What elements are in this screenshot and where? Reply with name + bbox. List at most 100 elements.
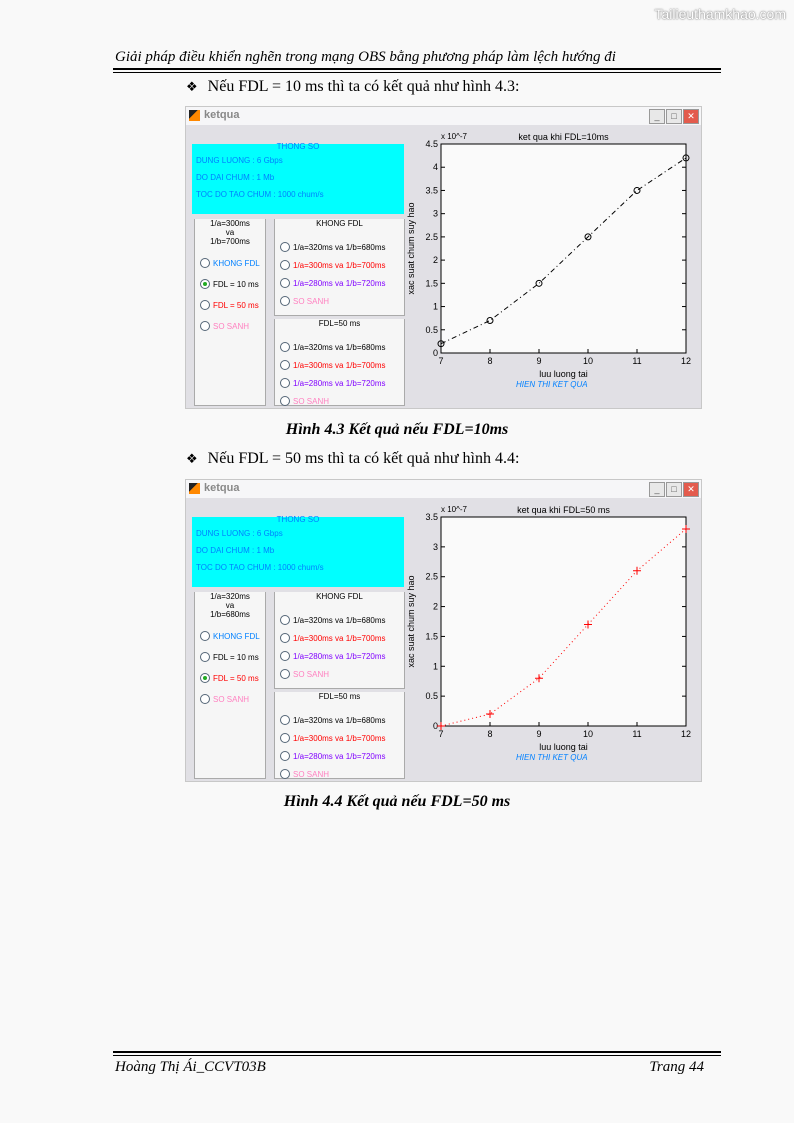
radio-button[interactable] bbox=[200, 321, 210, 331]
radio-button[interactable] bbox=[280, 769, 290, 779]
param-line: TOC DO TAO CHUM : 1000 chum/s bbox=[196, 563, 324, 572]
close-button[interactable]: ✕ bbox=[683, 482, 699, 497]
radio-label: SO SANH bbox=[213, 321, 250, 331]
radio-option[interactable]: 1/a=320ms va 1/b=680ms bbox=[280, 242, 386, 252]
radio-option[interactable]: 1/a=300ms va 1/b=700ms bbox=[280, 633, 386, 643]
radio-option[interactable]: SO SANH bbox=[280, 769, 329, 779]
header-rule-thin bbox=[113, 72, 721, 73]
radio-option[interactable]: 1/a=280ms va 1/b=720ms bbox=[280, 378, 386, 388]
y-multiplier: x 10^-7 bbox=[441, 132, 468, 141]
x-tick-label: 11 bbox=[632, 356, 641, 366]
radio-label: 1/a=280ms va 1/b=720ms bbox=[293, 278, 386, 288]
maximize-button[interactable]: □ bbox=[666, 482, 682, 497]
radio-button[interactable] bbox=[280, 751, 290, 761]
data-point bbox=[584, 233, 592, 241]
radio-button[interactable] bbox=[200, 652, 210, 662]
y-axis-label: xac suat chum suy hao bbox=[406, 202, 416, 294]
radio-option[interactable]: 1/a=280ms va 1/b=720ms bbox=[280, 751, 386, 761]
radio-label: 1/a=300ms va 1/b=700ms bbox=[293, 360, 386, 370]
close-button[interactable]: ✕ bbox=[683, 109, 699, 124]
radio-label: 1/a=280ms va 1/b=720ms bbox=[293, 651, 386, 661]
radio-button[interactable] bbox=[280, 633, 290, 643]
matlab-icon bbox=[189, 110, 200, 121]
radio-option[interactable]: SO SANH bbox=[280, 669, 329, 679]
chart: ket qua khi FDL=10ms luu luong tai xac sua… bbox=[406, 132, 691, 379]
x-tick-label: 12 bbox=[681, 356, 691, 366]
radio-button[interactable] bbox=[200, 673, 210, 683]
radio-button[interactable] bbox=[280, 342, 290, 352]
x-tick-label: 9 bbox=[536, 729, 541, 739]
fdl50-group: FDL=50 ms 1/a=320ms va 1/b=680ms 1/a=300ms… bbox=[274, 692, 405, 779]
radio-button[interactable] bbox=[280, 669, 290, 679]
matlab-icon bbox=[189, 483, 200, 494]
title-bar: ketqua _ □ ✕ bbox=[186, 480, 701, 498]
watermark: Tailieuthamkhao.com bbox=[654, 6, 786, 22]
radio-button[interactable] bbox=[200, 258, 210, 268]
minimize-button[interactable]: _ bbox=[649, 109, 665, 124]
radio-option[interactable]: FDL = 50 ms bbox=[200, 300, 259, 310]
radio-option[interactable]: 1/a=280ms va 1/b=720ms bbox=[280, 278, 386, 288]
radio-button[interactable] bbox=[200, 694, 210, 704]
param-line: DO DAI CHUM : 1 Mb bbox=[196, 173, 275, 182]
y-tick-label: 0.5 bbox=[425, 691, 438, 701]
y-tick-label: 2 bbox=[433, 255, 438, 265]
y-tick-label: 1 bbox=[433, 661, 438, 671]
radio-option[interactable]: SO SANH bbox=[200, 694, 249, 704]
radio-button[interactable] bbox=[280, 733, 290, 743]
data-point bbox=[535, 279, 543, 287]
radio-button[interactable] bbox=[280, 715, 290, 725]
radio-label: SO SANH bbox=[293, 296, 330, 306]
radio-option[interactable]: SO SANH bbox=[200, 321, 249, 331]
group-title-line: 1/b=700ms bbox=[195, 237, 265, 246]
radio-button[interactable] bbox=[200, 300, 210, 310]
minimize-button[interactable]: _ bbox=[649, 482, 665, 497]
radio-label: SO SANH bbox=[213, 694, 250, 704]
radio-option[interactable]: SO SANH bbox=[280, 396, 329, 406]
maximize-button[interactable]: □ bbox=[666, 109, 682, 124]
group-title: KHONG FDL bbox=[275, 219, 404, 228]
radio-option[interactable]: 1/a=320ms va 1/b=680ms bbox=[280, 715, 386, 725]
y-tick-label: 2.5 bbox=[425, 572, 438, 582]
radio-option[interactable]: SO SANH bbox=[280, 296, 329, 306]
radio-button[interactable] bbox=[280, 378, 290, 388]
radio-button[interactable] bbox=[280, 242, 290, 252]
x-tick-label: 8 bbox=[487, 729, 492, 739]
radio-button[interactable] bbox=[280, 260, 290, 270]
radio-option[interactable]: 1/a=320ms va 1/b=680ms bbox=[280, 342, 386, 352]
data-point bbox=[584, 620, 592, 629]
radio-option[interactable]: 1/a=280ms va 1/b=720ms bbox=[280, 651, 386, 661]
radio-option[interactable]: FDL = 10 ms bbox=[200, 652, 259, 662]
radio-option[interactable]: FDL = 50 ms bbox=[200, 673, 259, 683]
radio-option[interactable]: KHONG FDL bbox=[200, 631, 260, 641]
radio-button[interactable] bbox=[280, 396, 290, 406]
figure-caption-4-4: Hình 4.4 Kết quả nếu FDL=50 ms bbox=[283, 793, 511, 810]
radio-option[interactable]: 1/a=300ms va 1/b=700ms bbox=[280, 260, 386, 270]
radio-option[interactable]: FDL = 10 ms bbox=[200, 279, 259, 289]
param-line: DUNG LUONG : 6 Gbps bbox=[196, 156, 283, 165]
radio-option[interactable]: 1/a=300ms va 1/b=700ms bbox=[280, 360, 386, 370]
fdl50-group: FDL=50 ms 1/a=320ms va 1/b=680ms 1/a=300ms… bbox=[274, 319, 405, 406]
data-point bbox=[486, 710, 494, 719]
param-line: DO DAI CHUM : 1 Mb bbox=[196, 546, 275, 555]
x-axis-label: luu luong tai bbox=[539, 369, 588, 379]
window-title: ketqua bbox=[204, 482, 240, 494]
radio-button[interactable] bbox=[280, 651, 290, 661]
radio-button[interactable] bbox=[200, 279, 210, 289]
radio-button[interactable] bbox=[280, 296, 290, 306]
radio-option[interactable]: KHONG FDL bbox=[200, 258, 260, 268]
radio-option[interactable]: 1/a=320ms va 1/b=680ms bbox=[280, 615, 386, 625]
data-point bbox=[486, 316, 494, 324]
data-point bbox=[437, 340, 445, 348]
y-tick-label: 2 bbox=[433, 602, 438, 612]
bullet-text: Nếu FDL = 50 ms thì ta có kết quả như hì… bbox=[207, 450, 520, 467]
x-tick-label: 12 bbox=[681, 729, 691, 739]
radio-label: FDL = 50 ms bbox=[213, 673, 259, 683]
radio-button[interactable] bbox=[200, 631, 210, 641]
radio-button[interactable] bbox=[280, 615, 290, 625]
radio-option[interactable]: 1/a=300ms va 1/b=700ms bbox=[280, 733, 386, 743]
show-result-button[interactable]: HIEN THI KET QUA bbox=[516, 753, 588, 762]
radio-button[interactable] bbox=[280, 360, 290, 370]
radio-button[interactable] bbox=[280, 278, 290, 288]
show-result-button[interactable]: HIEN THI KET QUA bbox=[516, 380, 588, 389]
header-rule bbox=[113, 68, 721, 70]
